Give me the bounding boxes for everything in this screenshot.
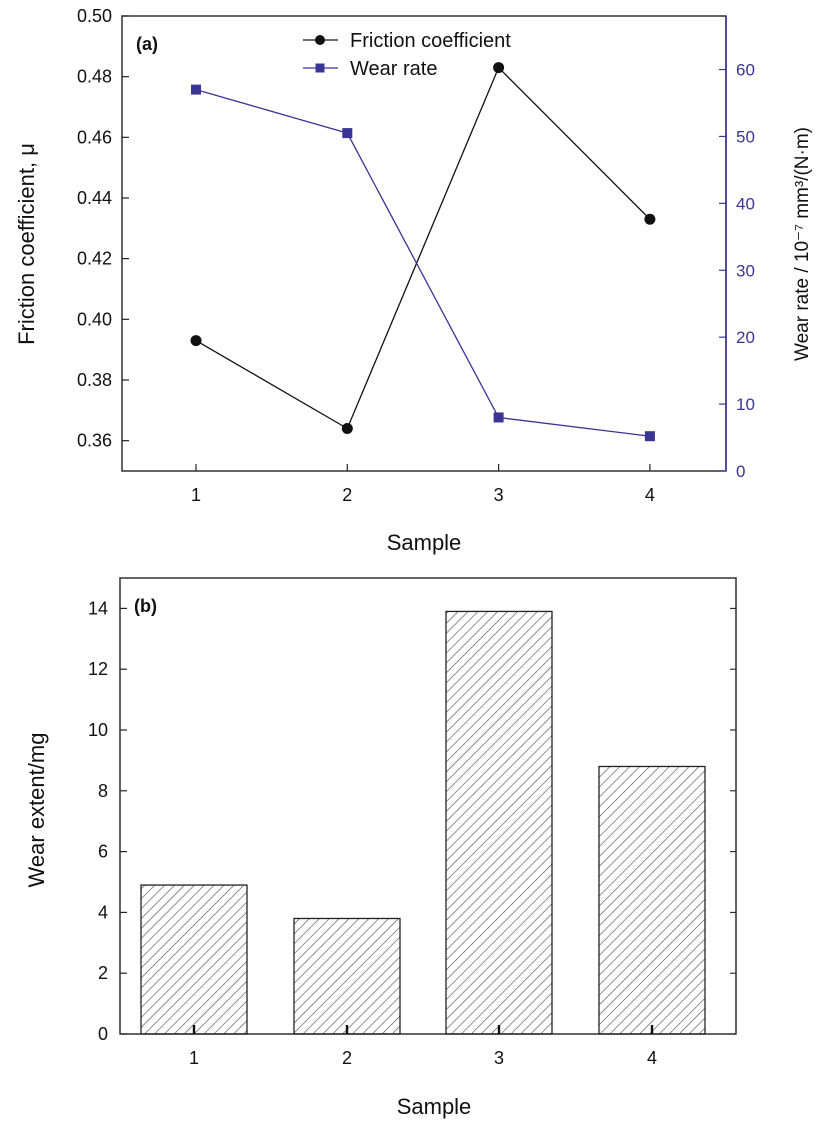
series-line-friction — [195, 66, 651, 430]
chart-b-x-tick-label: 1 — [189, 1048, 199, 1068]
series-line-wear-rate — [195, 88, 650, 437]
chart-a-x-tick-label: 1 — [191, 485, 201, 505]
chart-a-right-tick-label: 50 — [736, 127, 755, 146]
chart-a-left-tick-label: 0.42 — [77, 249, 112, 269]
chart-a-x-ticks: 1 2 3 4 — [191, 464, 655, 505]
chart-b-x-axis-title: Sample — [397, 1094, 472, 1119]
legend-friction-label: Friction coefficient — [350, 30, 511, 52]
wear-rate-point — [191, 84, 201, 95]
chart-a-right-tick-label: 30 — [736, 261, 755, 280]
chart-a-x-tick-label: 4 — [645, 485, 655, 505]
chart-b-x-tick-label: 2 — [342, 1048, 352, 1068]
legend-wear-marker — [315, 63, 325, 73]
chart-b-y-axis-title: Wear extent/mg — [24, 733, 49, 888]
chart-b-right-minor-ticks — [730, 607, 736, 1035]
chart-b-bars — [140, 610, 706, 1035]
chart-b-left-tick-label: 6 — [98, 842, 108, 862]
bar-sample-2 — [293, 917, 401, 1035]
chart-a-left-tick-label: 0.38 — [77, 370, 112, 390]
chart-a-left-tick-label: 0.50 — [77, 6, 112, 26]
chart-a-right-tick-label: 60 — [736, 61, 755, 80]
chart-b-left-ticks: 0 2 4 6 8 10 12 14 — [88, 598, 127, 1044]
bar-sample-4 — [598, 765, 706, 1035]
chart-a-series — [190, 62, 656, 442]
chart-b-left-tick-label: 8 — [98, 781, 108, 801]
chart-a: 0.360.380.400.420.440.460.480.50 0102030… — [14, 6, 813, 555]
chart-a-left-tick-label: 0.46 — [77, 127, 112, 147]
friction-point — [190, 335, 202, 347]
chart-b-x-tick-label: 4 — [647, 1048, 657, 1068]
chart-b-left-tick-label: 12 — [88, 659, 108, 679]
chart-b-panel-label: (b) — [134, 596, 157, 616]
chart-a-left-tick-label: 0.36 — [77, 431, 112, 451]
chart-b-plot-frame — [119, 577, 737, 1035]
chart-a-left-ticks: 0.36 0.38 0.40 0.42 0.44 0.46 0.48 0.50 — [77, 6, 129, 451]
chart-a-right-tick-label: 10 — [736, 395, 755, 414]
chart-a-plot-frame — [121, 15, 727, 472]
chart-b-left-tick-label: 0 — [98, 1024, 108, 1044]
friction-point — [644, 213, 656, 225]
chart-a-right-tick-label: 40 — [736, 194, 755, 213]
chart-a-panel-label: (a) — [136, 34, 158, 54]
legend-wear-label: Wear rate — [350, 58, 437, 80]
bar-sample-1 — [140, 884, 248, 1035]
friction-point — [493, 62, 505, 74]
chart-b-left-tick-label: 2 — [98, 963, 108, 983]
wear-rate-point — [493, 412, 504, 423]
wear-rate-point — [644, 431, 655, 442]
chart-b-left-tick-label: 14 — [88, 598, 108, 618]
chart-a-y-axis-title-right: Wear rate / 10⁻⁷ mm³/(N·m) — [792, 127, 813, 361]
chart-a-right-tick-label: 0 — [736, 462, 745, 481]
chart-a-left-tick-label: 0.48 — [77, 67, 112, 87]
chart-a-left-tick-label: 0.40 — [77, 309, 112, 329]
chart-a-legend: Friction coefficient Wear rate — [303, 30, 511, 80]
wear-rate-point — [342, 128, 353, 139]
chart-a-x-tick-label: 3 — [494, 485, 504, 505]
chart-a-x-axis-title: Sample — [387, 530, 462, 555]
bar-sample-3 — [445, 610, 553, 1035]
chart-a-right-ticks: 0 10 20 30 40 50 60 — [719, 61, 755, 481]
chart-b-left-tick-label: 4 — [98, 902, 108, 922]
legend-friction-marker — [315, 35, 325, 45]
chart-a-x-tick-label: 2 — [342, 485, 352, 505]
chart-b-x-ticks: 1 2 3 4 — [189, 1025, 657, 1068]
chart-a-y-axis-title: Friction coefficient, μ — [14, 143, 39, 345]
chart-a-left-tick-label: 0.44 — [77, 188, 112, 208]
chart-b-left-tick-label: 10 — [88, 720, 108, 740]
chart-b-x-tick-label: 3 — [494, 1048, 504, 1068]
chart-a-right-tick-label: 20 — [736, 328, 755, 347]
friction-point — [341, 423, 353, 435]
